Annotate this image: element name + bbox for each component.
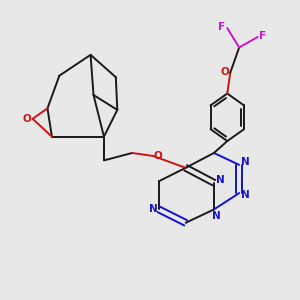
Text: N: N — [148, 204, 157, 214]
Text: O: O — [220, 67, 229, 77]
Text: O: O — [153, 151, 162, 161]
Text: N: N — [241, 158, 250, 167]
Text: N: N — [216, 175, 225, 185]
Text: N: N — [212, 211, 221, 221]
Text: F: F — [218, 22, 226, 32]
Text: F: F — [260, 31, 266, 41]
Text: O: O — [23, 114, 32, 124]
Text: N: N — [241, 190, 250, 200]
